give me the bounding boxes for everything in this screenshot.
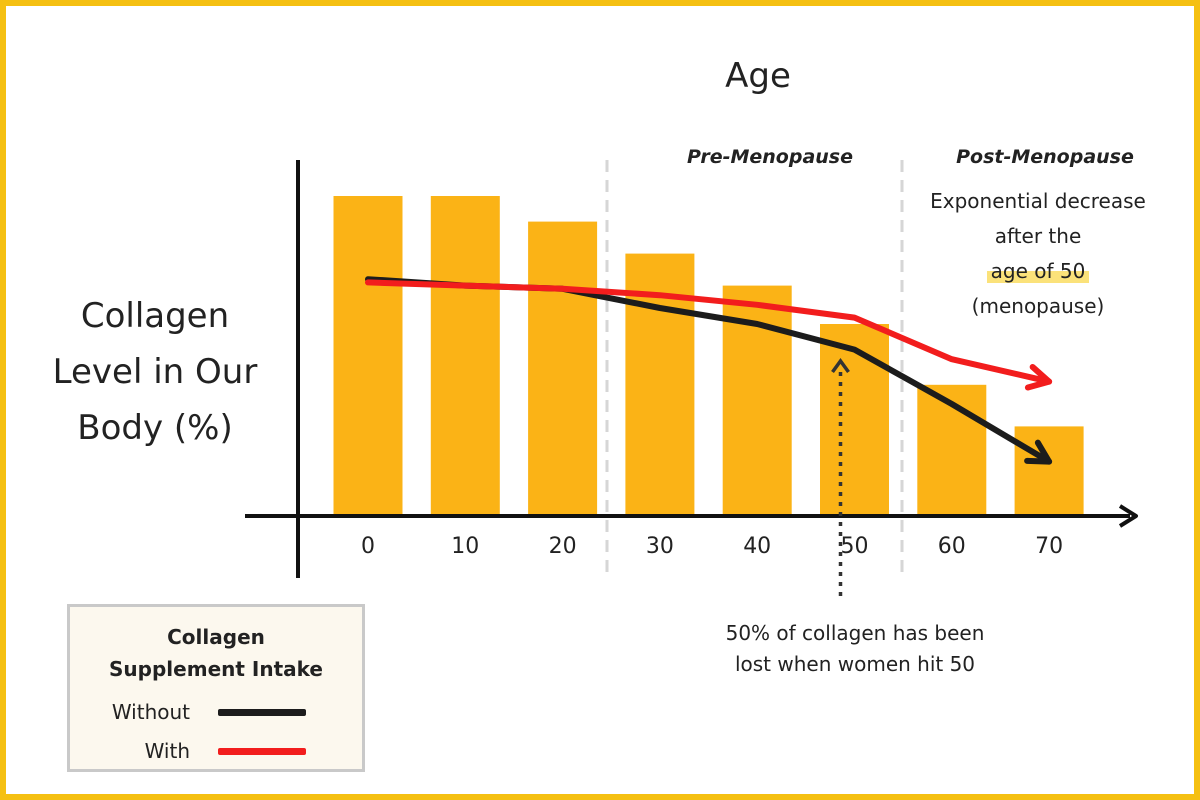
bar-age-50 xyxy=(820,324,889,516)
legend: Collagen Supplement Intake Without With xyxy=(67,604,365,772)
y-axis-label: Collagen Level in Our Body (%) xyxy=(52,296,258,448)
x-tick-label: 70 xyxy=(1035,534,1063,559)
without-supplement-arrowhead xyxy=(1024,439,1053,465)
x-tick-label: 0 xyxy=(361,534,375,559)
collagen-loss-annotation: 50% of collagen has been lost when women… xyxy=(725,621,985,676)
legend-label: Without xyxy=(111,700,190,724)
post-menopause-note: Exponential decrease after the age of 50… xyxy=(920,184,1156,324)
post-note-line: Exponential decrease after the xyxy=(930,189,1146,248)
x-tick-label: 20 xyxy=(549,534,577,559)
legend-title: Collagen Supplement Intake xyxy=(109,625,323,681)
x-tick-label: 40 xyxy=(743,534,771,559)
legend-swatch-with xyxy=(218,748,306,755)
legend-label: With xyxy=(144,739,190,763)
with-supplement-arrowhead xyxy=(1024,363,1053,391)
x-tick-label: 50 xyxy=(841,534,869,559)
legend-swatch-without xyxy=(218,709,306,716)
annotation-pointer-head xyxy=(831,358,850,374)
x-tick-label: 60 xyxy=(938,534,966,559)
with-supplement-line xyxy=(365,279,1053,385)
legend-item-with: With xyxy=(70,736,362,766)
post-note-line: (menopause) xyxy=(971,294,1105,318)
x-tick-label: 10 xyxy=(451,534,479,559)
x-tick-label: 30 xyxy=(646,534,674,559)
legend-item-without: Without xyxy=(70,697,362,727)
chart-title: Age xyxy=(725,56,791,96)
pre-menopause-label: Pre-Menopause xyxy=(687,146,853,168)
post-menopause-label: Post-Menopause xyxy=(956,146,1134,168)
post-note-highlight: age of 50 xyxy=(986,259,1090,283)
x-axis-arrowhead xyxy=(1118,504,1138,528)
bar-age-0 xyxy=(333,196,403,516)
bar-age-70 xyxy=(1014,426,1084,516)
bar-age-20 xyxy=(528,221,598,516)
bar-age-10 xyxy=(430,196,500,516)
